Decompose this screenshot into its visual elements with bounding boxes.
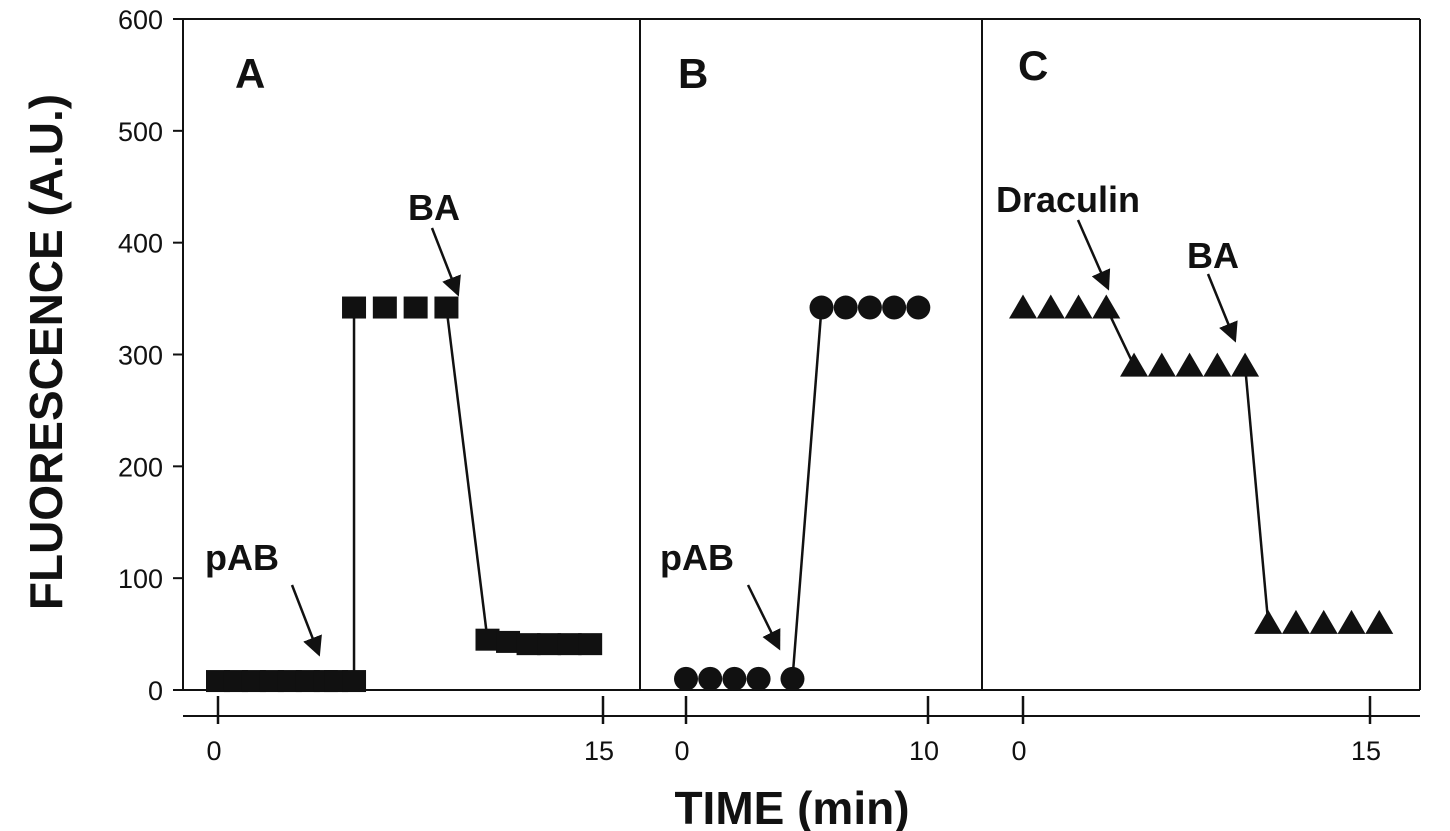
annotation-label: pAB: [205, 537, 279, 578]
data-point-triangle: [1147, 352, 1176, 377]
series-3: [1254, 609, 1394, 634]
data-point-circle: [698, 666, 723, 691]
annotation-label: pAB: [660, 537, 734, 578]
data-point-triangle: [1309, 609, 1338, 634]
annotation-arrow: [430, 227, 461, 297]
data-point-triangle: [1064, 294, 1093, 319]
annotation-arrow: [746, 584, 781, 651]
annotation-arrow: [1076, 219, 1111, 291]
x-tick-label: 0: [206, 736, 221, 766]
data-point-circle: [780, 666, 805, 691]
panel-c: C Draculin BA: [996, 42, 1394, 634]
data-point-triangle: [1009, 294, 1037, 319]
annotation-label: Draculin: [996, 179, 1140, 220]
data-point-triangle: [1092, 294, 1121, 319]
data-point-triangle: [1203, 352, 1232, 377]
data-point-circle: [809, 295, 834, 320]
data-point-square: [403, 296, 428, 319]
data-point-square: [557, 633, 582, 656]
panel-letter: C: [1018, 42, 1048, 89]
data-point-circle: [674, 666, 698, 691]
series-2: [342, 296, 459, 319]
annotation-label: BA: [1187, 235, 1239, 276]
y-axis-title: FLUORESCENCE (A.U.): [20, 94, 72, 610]
x-tick-label: 0: [674, 736, 689, 766]
panel-letter: B: [678, 50, 708, 97]
y-tick-label: 200: [118, 452, 163, 482]
x-axis-title: TIME (min): [674, 782, 909, 831]
x-tick-label: 15: [1351, 736, 1381, 766]
data-point-square: [475, 628, 500, 651]
series-3: [475, 628, 603, 656]
x-tick-label: 0: [1011, 736, 1026, 766]
data-point-triangle: [1365, 609, 1394, 634]
series-2: [1120, 352, 1260, 377]
connector-line: [445, 307, 489, 640]
data-point-circle: [746, 666, 771, 691]
y-axis: 0 100 200 300 400 500 600: [118, 5, 183, 706]
data-point-circle: [722, 666, 747, 691]
y-tick-label: 500: [118, 117, 163, 147]
data-point-square: [578, 633, 603, 656]
plot-frame: [182, 18, 1421, 691]
data-point-square: [537, 633, 562, 656]
y-tick-label: 0: [148, 676, 163, 706]
series-1: [674, 666, 805, 691]
data-point-triangle: [1120, 352, 1149, 377]
annotation-arrow: [290, 584, 322, 657]
series-1: [1009, 294, 1121, 319]
data-point-triangle: [1231, 352, 1260, 377]
data-point-triangle: [1036, 294, 1065, 319]
data-point-square: [342, 296, 367, 319]
data-point-circle: [857, 295, 882, 320]
y-tick-label: 400: [118, 229, 163, 259]
data-point-square: [434, 296, 459, 319]
data-point-square: [516, 633, 541, 656]
annotation-arrow: [1206, 273, 1238, 343]
annotation-label: BA: [408, 187, 460, 228]
data-point-circle: [882, 295, 907, 320]
y-tick-label: 100: [118, 564, 163, 594]
y-tick-label: 300: [118, 341, 163, 371]
y-tick-label: 600: [118, 5, 163, 35]
series-1: [206, 670, 367, 693]
connector-line: [1243, 365, 1270, 624]
data-point-triangle: [1175, 352, 1204, 377]
series-2: [809, 295, 931, 320]
connector-line: [791, 307, 823, 679]
data-point-square: [342, 670, 367, 693]
data-point-triangle: [1281, 609, 1310, 634]
data-point-circle: [833, 295, 858, 320]
x-axes: 0 15 0 10 0 15: [183, 696, 1420, 766]
x-tick-label: 10: [909, 736, 939, 766]
x-tick-label: 15: [584, 736, 614, 766]
data-point-circle: [906, 295, 931, 320]
data-point-triangle: [1337, 609, 1366, 634]
data-point-square: [496, 630, 521, 653]
data-point-triangle: [1254, 609, 1283, 634]
panel-letter: A: [235, 50, 265, 97]
data-point-square: [372, 296, 397, 319]
